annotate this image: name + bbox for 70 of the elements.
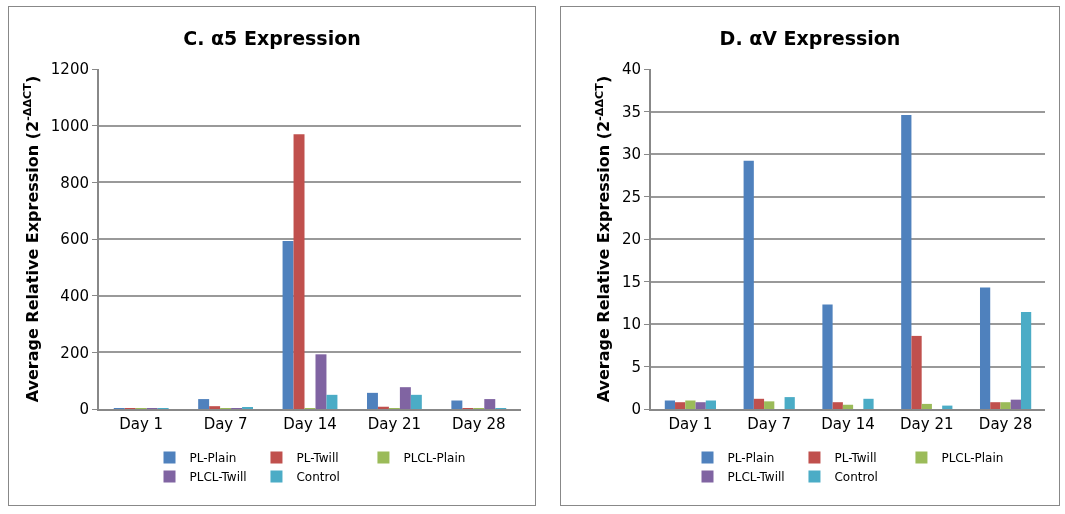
bar: [764, 401, 775, 409]
bar: [705, 400, 717, 409]
y-tick-label: 1000: [50, 116, 89, 135]
y-tick-label: 400: [60, 286, 89, 305]
x-tick-label: Day 21: [900, 415, 954, 433]
bar: [911, 335, 922, 409]
x-tick-label: Day 14: [821, 415, 875, 433]
bar: [743, 160, 754, 409]
bar: [1010, 399, 1021, 409]
bar: [675, 402, 686, 409]
bar: [990, 402, 1001, 409]
bar: [451, 400, 463, 409]
bar: [399, 387, 411, 409]
y-tick-label: 40: [621, 60, 641, 79]
y-tick-label: 30: [621, 145, 641, 164]
bar: [753, 398, 765, 409]
x-tick-label: Day 21: [367, 415, 422, 433]
bar: [685, 400, 696, 409]
bar: [366, 392, 378, 409]
bar: [484, 399, 496, 409]
y-tick-label: 0: [631, 400, 641, 419]
bar: [315, 354, 327, 409]
bar: [1000, 402, 1011, 409]
y-tick-label: 600: [60, 230, 89, 249]
bar: [326, 394, 338, 409]
legend-label: PL-Twill: [834, 451, 877, 466]
legend-label: PL-Twill: [296, 451, 339, 466]
y-tick-label: 1200: [50, 60, 89, 79]
y-tick-label: 5: [631, 357, 641, 376]
chart-title: D. αV Expression: [719, 27, 901, 50]
y-tick-label: 10: [621, 315, 641, 334]
x-tick-label: Day 1: [668, 415, 713, 433]
bar: [832, 402, 843, 409]
bar: [209, 406, 221, 409]
legend-label: PLCL-Plain: [403, 451, 466, 466]
bar: [282, 240, 294, 409]
x-tick-label: Day 28: [978, 415, 1033, 433]
bar: [822, 304, 833, 409]
x-tick-label: Day 7: [747, 415, 792, 433]
bar: [842, 404, 854, 409]
y-tick-label: 15: [621, 272, 641, 291]
y-tick-label: 35: [621, 102, 641, 121]
legend-label: PLCL-Plain: [941, 451, 1004, 466]
legend-label: PL-Plain: [727, 451, 775, 466]
x-tick-label: Day 14: [283, 415, 337, 433]
y-tick-label: 200: [60, 343, 89, 362]
chart-title: C. α5 Expression: [183, 27, 361, 50]
x-tick-label: Day 7: [203, 415, 248, 433]
bar: [695, 402, 706, 409]
bar: [979, 287, 991, 409]
y-tick-label: 25: [621, 187, 641, 206]
bar: [863, 398, 874, 409]
legend-label: Control: [296, 470, 340, 485]
bar: [293, 134, 305, 409]
legend-label: PLCL-Twill: [727, 470, 785, 485]
bar: [664, 400, 676, 409]
bar: [921, 403, 932, 409]
x-tick-label: Day 1: [119, 415, 164, 433]
bar: [901, 114, 912, 409]
y-tick-label: 0: [79, 400, 89, 419]
legend-label: PL-Plain: [189, 451, 237, 466]
x-tick-label: Day 28: [452, 415, 506, 433]
bar: [1020, 312, 1032, 409]
y-tick-label: 800: [60, 173, 89, 192]
bar: [198, 399, 210, 409]
legend-label: PLCL-Twill: [189, 470, 247, 485]
bar: [784, 397, 795, 409]
legend-label: Control: [834, 470, 878, 485]
bar: [410, 394, 422, 409]
y-tick-label: 20: [621, 230, 641, 249]
